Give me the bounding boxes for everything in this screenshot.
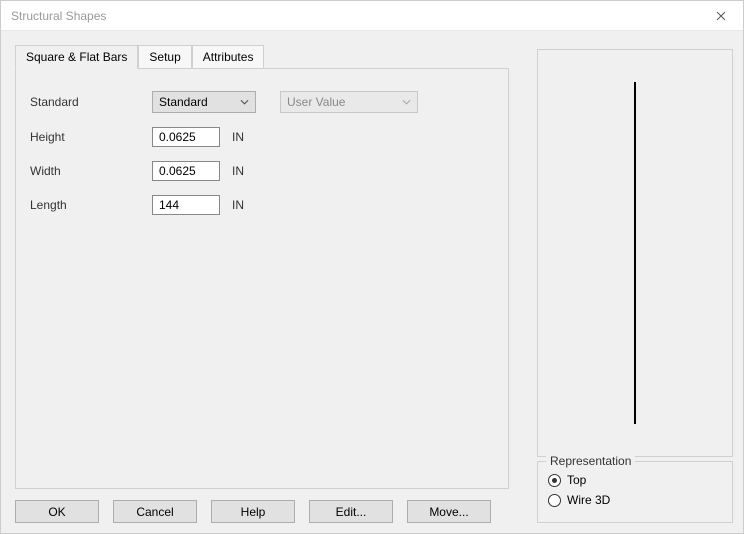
width-input[interactable]	[152, 161, 220, 181]
tab-attributes[interactable]: Attributes	[192, 45, 265, 69]
unit-width: IN	[232, 164, 244, 178]
combo-value: User Value	[287, 95, 345, 109]
tab-label: Square & Flat Bars	[26, 50, 127, 64]
preview-line	[634, 82, 636, 424]
preview-canvas	[538, 50, 732, 456]
user-value-combo[interactable]: User Value	[280, 91, 418, 113]
unit-height: IN	[232, 130, 244, 144]
edit-button[interactable]: Edit...	[309, 500, 393, 523]
row-width: Width IN	[30, 161, 494, 181]
radio-label: Top	[567, 473, 586, 487]
cancel-button[interactable]: Cancel	[113, 500, 197, 523]
row-standard: Standard Standard User Value	[30, 91, 494, 113]
chevron-down-icon	[402, 99, 411, 105]
ok-button[interactable]: OK	[15, 500, 99, 523]
radio-wire3d[interactable]: Wire 3D	[538, 490, 732, 510]
tab-row: Square & Flat Bars Setup Attributes	[15, 45, 509, 69]
row-height: Height IN	[30, 127, 494, 147]
representation-group: Representation Top Wire 3D	[537, 461, 733, 523]
radio-icon	[548, 474, 561, 487]
button-row: OK Cancel Help Edit... Move...	[15, 500, 491, 523]
titlebar: Structural Shapes	[1, 1, 743, 31]
tab-square-flat-bars[interactable]: Square & Flat Bars	[15, 45, 138, 69]
radio-icon	[548, 494, 561, 507]
preview-pane	[537, 49, 733, 457]
height-input[interactable]	[152, 127, 220, 147]
standard-combo[interactable]: Standard	[152, 91, 256, 113]
unit-length: IN	[232, 198, 244, 212]
label-height: Height	[30, 130, 152, 144]
dialog-body: Square & Flat Bars Setup Attributes Stan…	[1, 31, 743, 533]
representation-radios: Top Wire 3D	[538, 462, 732, 510]
combo-value: Standard	[159, 95, 208, 109]
row-length: Length IN	[30, 195, 494, 215]
window-title: Structural Shapes	[11, 9, 106, 23]
label-standard: Standard	[30, 95, 152, 109]
structural-shapes-dialog: Structural Shapes Square & Flat Bars Set…	[0, 0, 744, 534]
close-icon[interactable]	[698, 1, 743, 31]
tab-content: Standard Standard User Value	[15, 68, 509, 489]
length-input[interactable]	[152, 195, 220, 215]
representation-legend: Representation	[546, 454, 635, 468]
left-pane: Square & Flat Bars Setup Attributes Stan…	[15, 45, 509, 489]
label-width: Width	[30, 164, 152, 178]
help-button[interactable]: Help	[211, 500, 295, 523]
radio-label: Wire 3D	[567, 493, 610, 507]
tab-label: Attributes	[203, 50, 254, 64]
move-button[interactable]: Move...	[407, 500, 491, 523]
tab-setup[interactable]: Setup	[138, 45, 191, 69]
radio-top[interactable]: Top	[538, 470, 732, 490]
label-length: Length	[30, 198, 152, 212]
chevron-down-icon	[240, 99, 249, 105]
tab-label: Setup	[149, 50, 180, 64]
